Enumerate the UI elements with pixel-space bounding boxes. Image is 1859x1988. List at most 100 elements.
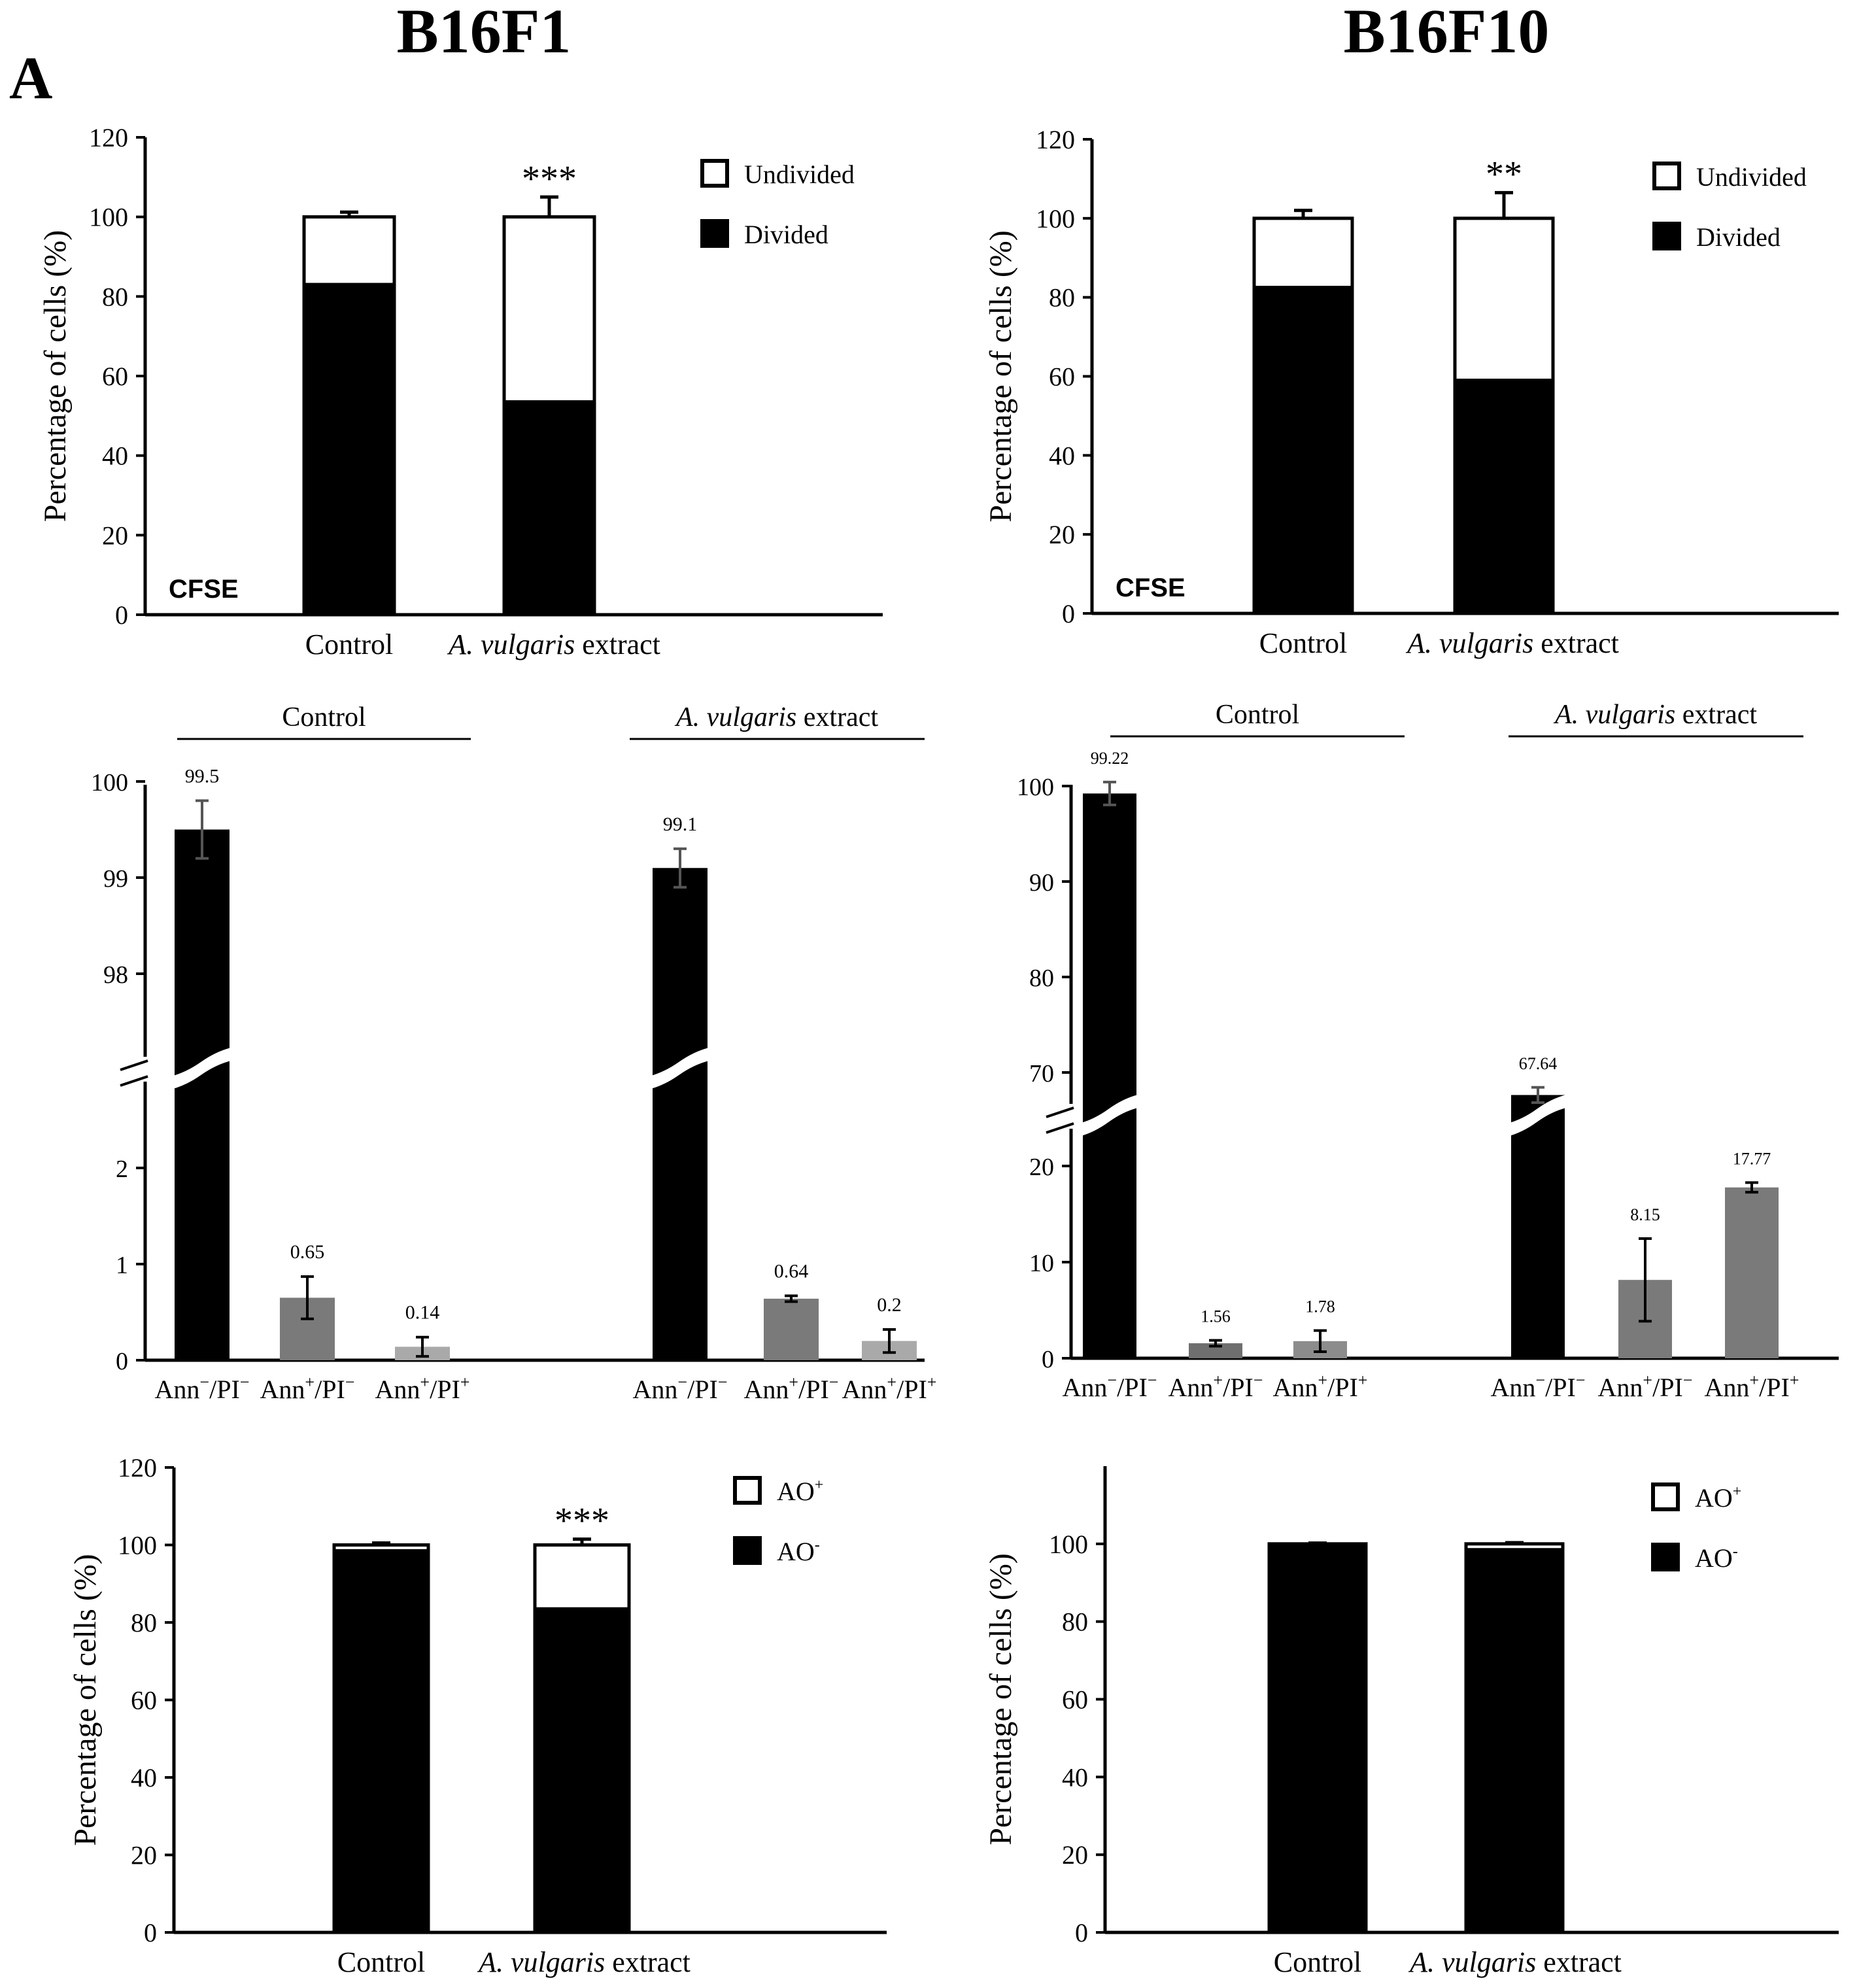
legend-swatch-divided [1652,222,1681,250]
y-tick-label: 80 [1049,283,1075,313]
value-label-4: 0.64 [774,1261,809,1282]
y-tick-label: 99 [103,865,128,893]
y-tick-label: 120 [118,1453,157,1482]
ao-b16f10-chart: 0 20 40 60 80 100 Percentage of cells (%) Contr… [983,1466,1839,1978]
legend-swatch-divided [700,219,729,248]
bar-undivided-0 [1252,216,1354,290]
column-title-b16f1: B16F1 [397,0,571,66]
bar-ao--1 [1464,1548,1565,1934]
significance-marker: *** [522,158,577,199]
value-label-2: 1.78 [1305,1297,1335,1316]
y-tick-label: 20 [1029,1154,1054,1181]
y-tick-label: 100 [118,1531,157,1560]
legend-label-ao+: AO+ [1695,1483,1741,1513]
y-axis-label: Percentage of cells (%) [983,1553,1018,1845]
y-tick-label: 20 [1062,1840,1088,1870]
bar-3 [653,868,708,1360]
value-label-2: 0.14 [405,1302,440,1324]
cfse-annotation: CFSE [1116,574,1185,602]
x-category-label: Ann+/PI− [1168,1371,1263,1402]
legend-label-ao-: AO- [777,1537,820,1566]
value-label-5: 17.77 [1733,1149,1771,1168]
y-tick-label: 70 [1029,1060,1054,1088]
bar-divided-0 [1252,286,1354,615]
y-tick-label: 80 [102,282,128,311]
bar-5 [1725,1187,1779,1358]
bar-ao+-1 [1464,1542,1565,1552]
x-category-label: A. vulgaris extract [1405,627,1619,659]
group-header-label: A. vulgaris extract [674,702,878,732]
y-tick-label: 1 [116,1252,128,1279]
y-tick-label: 40 [131,1763,157,1792]
value-label-5: 0.2 [877,1294,902,1316]
y-tick-label: 20 [102,521,128,550]
bar-1 [1189,1343,1242,1358]
panel-label: A [9,44,52,111]
legend-swatch-undivided [700,159,729,188]
x-category-label: Control [1274,1946,1361,1978]
bar-ao--0 [332,1549,430,1934]
legend-label-divided: Divided [744,220,828,249]
value-label-1: 1.56 [1201,1307,1231,1326]
axis-break-mark [120,1059,148,1071]
bar-divided-0 [302,283,396,617]
x-category-label: Ann+/PI+ [375,1373,470,1404]
x-category-label: Ann+/PI+ [1705,1371,1799,1402]
significance-marker: *** [554,1501,609,1541]
axis-break-mark [120,1075,148,1087]
annexin-b16f10-chart: 0 10 20 70 80 90 100 Control A. vulgaris extract… [1017,700,1839,1402]
axis-break-mark [1046,1106,1074,1118]
y-tick-label: 120 [1036,125,1075,154]
bar-divided-1 [502,400,596,617]
value-label-3: 99.1 [663,814,698,835]
x-category-label: Ann−/PI− [155,1373,250,1404]
y-tick-label: 100 [91,769,128,797]
bar-undivided-1 [502,215,596,404]
y-tick-label: 0 [144,1918,157,1947]
group-header-label: Control [1216,700,1299,730]
legend-label-ao+: AO+ [777,1477,823,1506]
value-label-0: 99.22 [1091,749,1129,768]
bar-break-gap [171,1048,231,1089]
legend-label-ao-: AO- [1695,1543,1738,1573]
legend-swatch-ao+ [733,1476,762,1505]
x-category-label: Ann+/PI− [1598,1371,1693,1402]
x-category-label: Ann−/PI− [1063,1371,1157,1402]
bar-4 [764,1298,819,1360]
y-tick-label: 80 [1062,1607,1088,1637]
y-tick-label: 0 [1062,599,1075,628]
x-category-label: Ann+/PI− [744,1373,839,1404]
bar-0 [1083,793,1136,1358]
y-tick-label: 100 [1049,1530,1088,1559]
bar-divided-1 [1453,379,1555,615]
y-tick-label: 80 [131,1608,157,1637]
cfse-b16f10-chart: 0 20 40 60 80 100 120 Percentage of cells (%) Co… [983,125,1839,659]
significance-marker: ** [1486,154,1522,195]
cfse-annotation: CFSE [169,575,239,604]
bar-ao--1 [533,1607,631,1934]
legend-swatch-ao- [1651,1543,1680,1571]
x-category-label: A. vulgaris extract [1408,1946,1622,1978]
value-label-3: 67.64 [1519,1054,1558,1073]
legend-label-undivided: Undivided [744,160,855,189]
y-tick-label: 60 [131,1686,157,1715]
y-tick-label: 40 [102,441,128,471]
column-title-b16f10: B16F10 [1344,0,1550,66]
y-tick-label: 100 [1036,204,1075,233]
bar-undivided-0 [302,215,396,286]
y-tick-label: 0 [1042,1346,1054,1373]
y-tick-label: 60 [102,362,128,391]
y-tick-label: 2 [116,1156,128,1183]
bar-ao+-0 [332,1543,430,1552]
x-category-label: Ann+/PI− [260,1373,355,1404]
group-header-label: A. vulgaris extract [1553,700,1757,730]
y-axis-label: Percentage of cells (%) [68,1554,103,1845]
x-category-label: A. vulgaris extract [477,1946,691,1978]
x-category-label: Ann+/PI+ [842,1373,937,1404]
value-label-0: 99.5 [185,765,220,787]
y-axis-label: Percentage of cells (%) [983,230,1018,522]
x-category-label: Control [1259,627,1347,659]
x-category-label: Ann−/PI− [1491,1371,1586,1402]
value-label-4: 8.15 [1630,1205,1660,1224]
bar-break-gap [1507,1095,1567,1137]
